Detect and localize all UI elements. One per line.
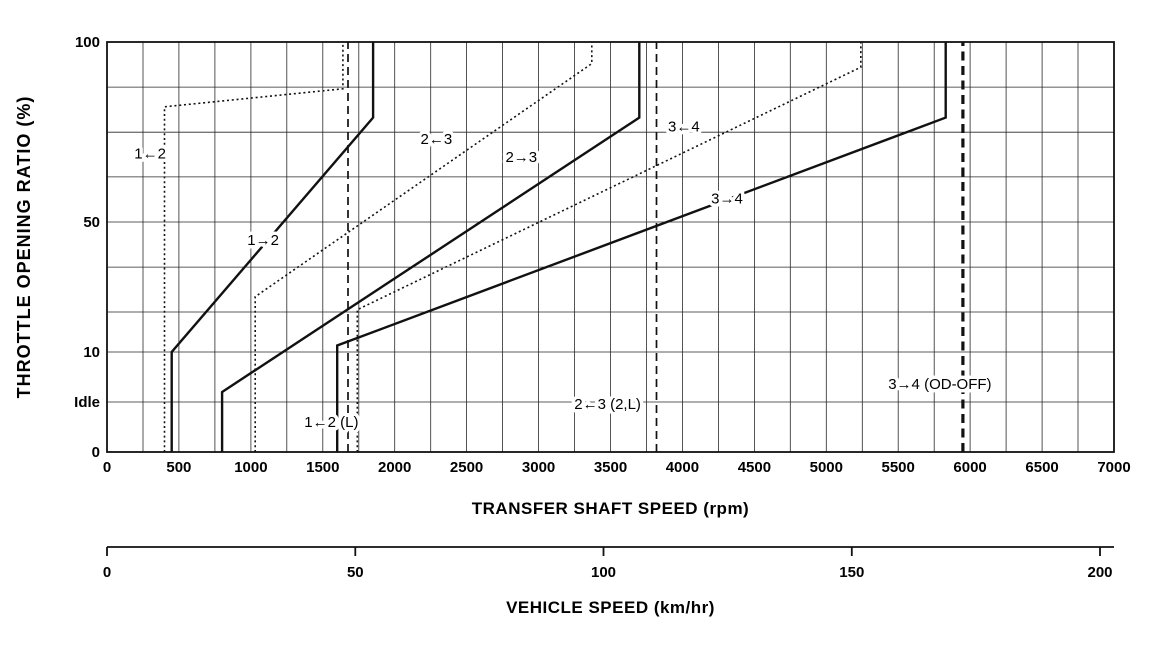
- curve-labels: 1←2 1→2 2←3 2→3 3←4 3→4 1←2 (L) 2←3 (2,L) 3→4 (O…: [131, 115, 995, 434]
- curve-label: 3←4: [668, 119, 700, 136]
- x-tick-label: 3500: [594, 459, 627, 476]
- y-axis-title: THROTTLE OPENING RATIO (%): [14, 96, 34, 399]
- x-tick-label: 4000: [666, 459, 699, 476]
- vehicle-speed-axis: [106, 546, 1114, 556]
- x-tick-label: 6500: [1025, 459, 1058, 476]
- x-tick-label: 5000: [810, 459, 843, 476]
- curve-label: 2←3 (2,L): [574, 396, 641, 413]
- curve-up-2-3: [220, 42, 641, 452]
- x-tick-label: 7000: [1097, 459, 1130, 476]
- curve-label: 2→3: [505, 149, 537, 166]
- vehicle-speed-tick-label: 0: [103, 564, 111, 581]
- curve-up-1-2: [170, 42, 375, 452]
- x-tick-label: 1500: [306, 459, 339, 476]
- x-tick-label: 0: [103, 459, 111, 476]
- y-tick-label: 10: [83, 344, 100, 361]
- vehicle-speed-tick-label: 150: [839, 564, 864, 581]
- y-tick-label: 100: [75, 34, 100, 51]
- curve-label: 3→4 (OD-OFF): [888, 376, 991, 393]
- curve-label: 1←2: [134, 146, 166, 163]
- curve-label: 1←2 (L): [304, 414, 358, 431]
- x-tick-label: 3000: [522, 459, 555, 476]
- curve-down-3-2: [254, 42, 593, 452]
- y-tick-label: Idle: [74, 394, 100, 411]
- x-tick-label: 2500: [450, 459, 483, 476]
- y-tick-label: 50: [83, 214, 100, 231]
- vehicle-speed-tick-label: 100: [591, 564, 616, 581]
- x-tick-label: 500: [166, 459, 191, 476]
- y-tick-label: 0: [92, 444, 100, 461]
- x-tick-label: 5500: [882, 459, 915, 476]
- x-axis-title: TRANSFER SHAFT SPEED (rpm): [472, 499, 749, 518]
- curve-down-4-3: [356, 42, 862, 452]
- x-tick-label: 4500: [738, 459, 771, 476]
- curve-up-3-4: [336, 42, 947, 452]
- vehicle-speed-tick-labels: 0 50 100 150 200: [103, 564, 1113, 581]
- curve-label: 2←3: [421, 131, 453, 148]
- x-tick-label: 1000: [234, 459, 267, 476]
- curve-label: 1→2: [247, 232, 279, 249]
- y-axis-tick-labels: 100 50 10 Idle 0: [74, 34, 100, 461]
- x-tick-label: 2000: [378, 459, 411, 476]
- x-tick-label: 6000: [953, 459, 986, 476]
- x-axis-tick-labels: 0 500 1000 1500 2000 2500 3000 3500 4000 4500 5000…: [103, 459, 1131, 476]
- x2-axis-title: VEHICLE SPEED (km/hr): [506, 598, 715, 617]
- curve-label: 3→4: [711, 191, 743, 208]
- vehicle-speed-tick-label: 200: [1087, 564, 1112, 581]
- plot-border: [106, 41, 1115, 453]
- vehicle-speed-tick-label: 50: [347, 564, 364, 581]
- curve-down-2-1: [163, 42, 344, 452]
